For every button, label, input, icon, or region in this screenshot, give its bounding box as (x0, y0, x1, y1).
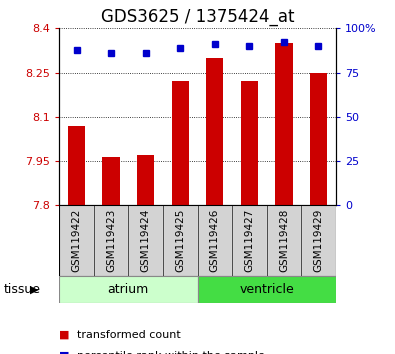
Text: GSM119427: GSM119427 (245, 209, 254, 273)
Bar (301, 205, 336, 276)
Bar (59, 276, 198, 303)
Text: GSM119424: GSM119424 (141, 209, 150, 273)
Title: GDS3625 / 1375424_at: GDS3625 / 1375424_at (101, 8, 294, 25)
Text: atrium: atrium (108, 283, 149, 296)
Text: GSM119423: GSM119423 (106, 209, 116, 273)
Text: GSM119425: GSM119425 (175, 209, 185, 273)
Text: ventricle: ventricle (239, 283, 294, 296)
Bar (171, 81, 189, 205)
Bar (102, 157, 120, 205)
Text: tissue: tissue (4, 283, 41, 296)
Text: GSM119429: GSM119429 (314, 209, 324, 273)
Bar (59, 205, 94, 276)
Bar (128, 205, 163, 276)
Bar (232, 205, 267, 276)
Bar (241, 81, 258, 205)
Text: ▶: ▶ (30, 284, 38, 295)
Text: ■: ■ (59, 330, 70, 339)
Text: percentile rank within the sample: percentile rank within the sample (77, 351, 265, 354)
Text: transformed count: transformed count (77, 330, 181, 339)
Bar (275, 43, 293, 205)
Text: ■: ■ (59, 351, 70, 354)
Bar (267, 205, 301, 276)
Bar (206, 58, 224, 205)
Bar (310, 73, 327, 205)
Text: GSM119422: GSM119422 (71, 209, 81, 273)
Bar (94, 205, 128, 276)
Text: GSM119428: GSM119428 (279, 209, 289, 273)
Bar (68, 126, 85, 205)
Bar (137, 155, 154, 205)
Bar (198, 276, 336, 303)
Bar (198, 205, 232, 276)
Text: GSM119426: GSM119426 (210, 209, 220, 273)
Bar (163, 205, 198, 276)
